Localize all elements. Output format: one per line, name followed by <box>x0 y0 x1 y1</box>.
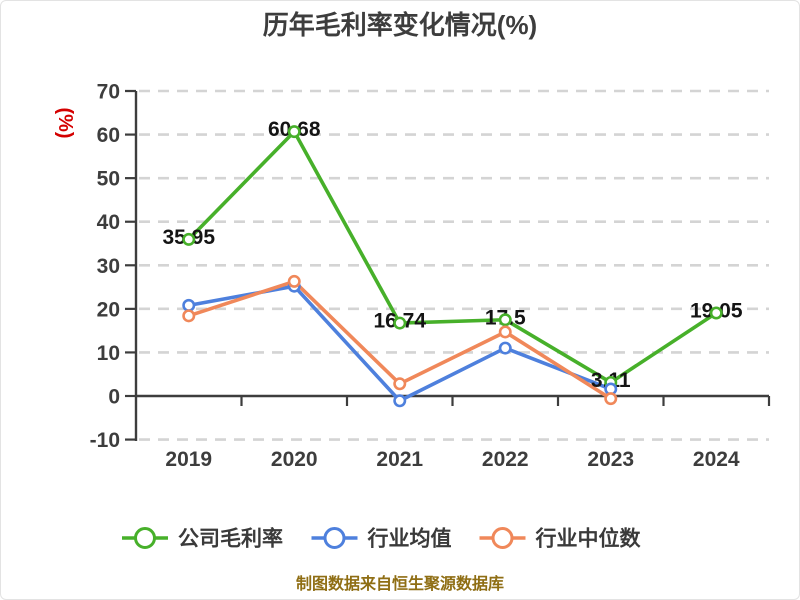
series-line-公司毛利率 <box>186 129 719 385</box>
x-axis-label: 2021 <box>376 448 423 471</box>
legend-label: 公司毛利率 <box>178 527 283 551</box>
y-axis-tick-label: 40 <box>97 211 120 234</box>
legend-marker-icon <box>491 527 514 549</box>
legend-label: 行业均值 <box>367 527 452 551</box>
gridlines <box>139 89 769 441</box>
y-axis-tick-label: 0 <box>108 386 120 409</box>
data-point-marker <box>287 274 301 288</box>
data-point-marker <box>182 298 196 312</box>
data-point-marker <box>393 394 407 408</box>
x-axis-label: 2019 <box>165 448 212 471</box>
legend-marker-icon <box>134 527 156 549</box>
data-point-marker <box>709 306 723 320</box>
data-point-marker <box>498 341 512 355</box>
x-axis-labels: 2019 2020 2021 2022 2023 2024 <box>165 448 740 471</box>
y-axis-ticks: -10 0 10 20 30 40 50 60 70 <box>90 81 136 452</box>
y-axis-tick-label: -10 <box>90 429 120 452</box>
data-point-marker <box>604 392 618 406</box>
x-axis-label: 2023 <box>587 448 634 471</box>
x-axis-label: 2022 <box>482 448 529 471</box>
y-axis-tick-label: 30 <box>97 255 120 278</box>
data-point-marker <box>393 377 407 391</box>
data-point-marker <box>393 316 407 330</box>
y-axis-tick-label: 20 <box>97 298 120 321</box>
legend-item-行业均值[interactable]: 行业均值 <box>311 527 452 551</box>
y-axis-tick-label: 10 <box>97 342 120 365</box>
data-point-marker <box>498 325 512 339</box>
legend-label: 行业中位数 <box>535 527 642 551</box>
data-source-note: 制图数据来自恒生聚源数据库 <box>296 574 504 593</box>
data-point-marker <box>182 232 196 246</box>
x-axis-label: 2020 <box>271 448 318 471</box>
data-point-marker <box>287 125 301 139</box>
chart-title: 历年毛利率变化情况(%) <box>263 10 537 40</box>
data-point-marker <box>498 313 512 327</box>
y-axis-tick-label: 50 <box>97 168 120 191</box>
x-axis-label: 2024 <box>693 448 740 471</box>
data-point-markers <box>182 125 723 408</box>
legend-item-行业中位数[interactable]: 行业中位数 <box>479 527 642 551</box>
y-axis-tick-label: 70 <box>97 81 120 104</box>
y-axis-unit-label: (%) <box>54 107 76 138</box>
y-axis-tick-label: 60 <box>97 124 120 147</box>
data-point-marker <box>182 309 196 323</box>
legend-marker-icon <box>323 527 346 549</box>
x-axis-ticks <box>240 396 771 406</box>
legend-item-公司毛利率[interactable]: 公司毛利率 <box>122 527 283 551</box>
chart-legend: 公司毛利率 行业均值 行业中位数 <box>122 527 641 551</box>
